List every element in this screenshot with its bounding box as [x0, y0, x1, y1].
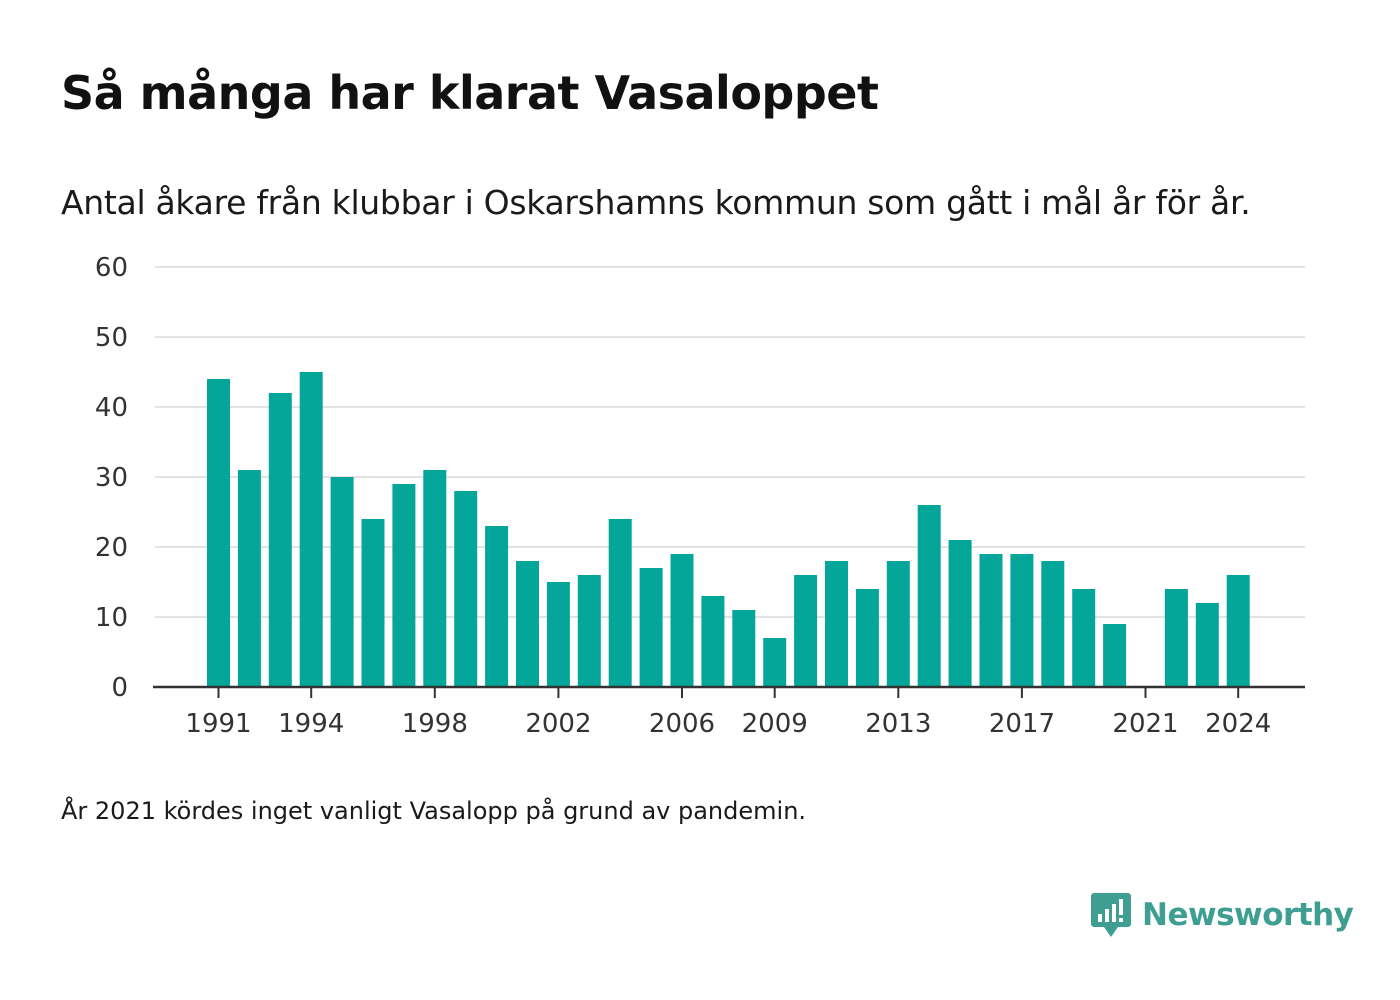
bar-2001 — [516, 561, 539, 687]
bar-1999 — [454, 491, 478, 687]
y-tick-label: 20 — [95, 533, 128, 563]
x-tick-label: 1998 — [402, 709, 468, 739]
x-tick-label: 1991 — [185, 709, 251, 739]
bar-1993 — [268, 393, 292, 687]
bar-1995 — [330, 477, 354, 687]
bar-2024 — [1226, 575, 1250, 687]
bar-chart: 0 10 20 30 40 50 60 1991 1994 1998 2002 2006 2009 20… — [95, 253, 1305, 739]
bar-2019 — [1072, 589, 1096, 687]
bar-2007 — [701, 596, 725, 687]
x-tick-label: 2021 — [1112, 709, 1178, 739]
x-tick-label: 2006 — [649, 709, 715, 739]
bar-1996 — [361, 519, 385, 687]
bar-2004 — [608, 519, 632, 687]
y-tick-label: 30 — [95, 463, 128, 493]
bar-2012 — [855, 589, 879, 687]
x-tick-label: 1994 — [278, 709, 344, 739]
gridlines — [155, 266, 1305, 618]
bar-2013 — [886, 561, 910, 687]
bar-2000 — [485, 526, 509, 687]
y-axis-tick-labels: 0 10 20 30 40 50 60 — [95, 253, 128, 703]
bar-2022 — [1164, 589, 1188, 687]
x-tick-label: 2017 — [989, 709, 1055, 739]
x-axis — [153, 685, 1305, 698]
brand-name: Newsworthy — [1142, 897, 1354, 933]
x-tick-label: 2009 — [742, 709, 808, 739]
newsworthy-logo[interactable]: Newsworthy — [1090, 890, 1354, 940]
bar-2015 — [948, 540, 972, 687]
y-tick-label: 0 — [111, 673, 128, 703]
bar-2006 — [670, 554, 694, 687]
y-tick-label: 60 — [95, 253, 128, 283]
bar-2018 — [1041, 561, 1065, 687]
bar-1998 — [423, 470, 447, 687]
bar-2009 — [763, 638, 787, 687]
newsworthy-logo-icon — [1091, 893, 1131, 937]
chart-title: Så många har klarat Vasaloppet — [61, 66, 879, 120]
bar-1991 — [207, 379, 230, 687]
bar-2010 — [794, 575, 818, 687]
bar-1997 — [392, 484, 416, 687]
bar-2002 — [546, 582, 570, 687]
y-tick-label: 50 — [95, 323, 128, 353]
bar-2003 — [577, 575, 601, 687]
bar-1992 — [237, 470, 261, 687]
bar-1994 — [299, 372, 323, 687]
x-tick-label: 2024 — [1205, 709, 1271, 739]
bar-2008 — [732, 610, 756, 687]
footnote: År 2021 kördes inget vanligt Vasalopp på… — [61, 797, 807, 825]
bar-2017 — [1010, 554, 1034, 687]
bar-2023 — [1195, 603, 1219, 687]
bars — [207, 372, 1250, 687]
chart-subtitle: Antal åkare från klubbar i Oskarshamns k… — [61, 183, 1251, 222]
x-tick-label: 2013 — [865, 709, 931, 739]
x-tick-label: 2002 — [525, 709, 591, 739]
bar-2005 — [639, 568, 663, 687]
bar-2014 — [917, 505, 941, 687]
bar-2016 — [979, 554, 1003, 687]
x-axis-tick-labels: 1991 1994 1998 2002 2006 2009 2013 2017 2021 2024 — [185, 709, 1271, 739]
bar-2011 — [825, 561, 848, 687]
y-tick-label: 10 — [95, 603, 128, 633]
y-tick-label: 40 — [95, 393, 128, 423]
bar-2020 — [1103, 624, 1127, 687]
